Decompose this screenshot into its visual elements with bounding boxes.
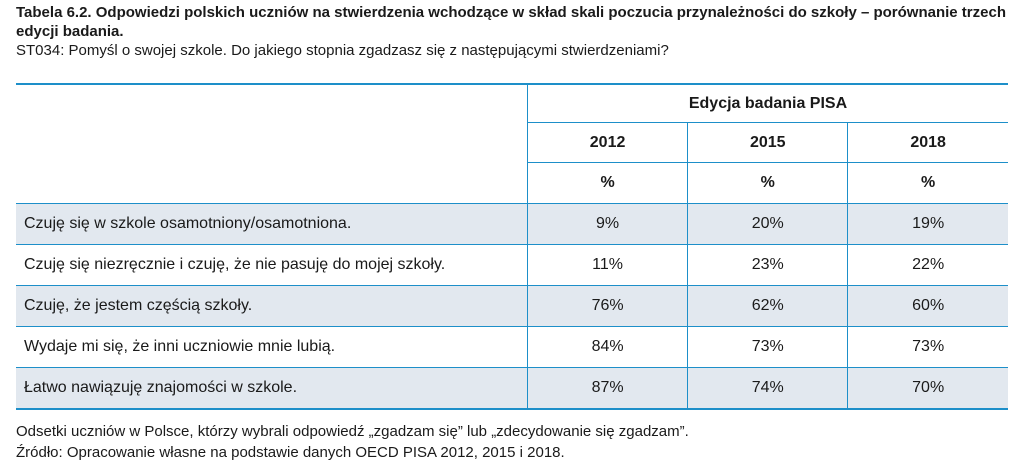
year-header: 2018 xyxy=(847,122,1008,163)
statement-label: Czuję się niezręcznie i czuję, że nie pa… xyxy=(16,244,528,286)
value-cell: 70% xyxy=(847,367,1008,409)
value-cell: 73% xyxy=(687,326,848,368)
value-cell: 19% xyxy=(847,203,1008,245)
value-cell: 11% xyxy=(526,244,688,286)
table-title: Tabela 6.2. Odpowiedzi polskich uczniów … xyxy=(16,4,1006,40)
value-cell: 87% xyxy=(526,367,688,409)
table-row: Czuję się niezręcznie i czuję, że nie pa… xyxy=(16,244,1008,286)
year-header: 2012 xyxy=(526,122,688,163)
unit-header: % xyxy=(687,162,848,204)
value-cell: 60% xyxy=(847,285,1008,327)
year-header: 2015 xyxy=(687,122,848,163)
value-cell: 9% xyxy=(526,203,688,245)
table-row: Czuję, że jestem częścią szkoły. 76% 62%… xyxy=(16,285,1008,327)
statement-label: Czuję się w szkole osamotniony/osamotnio… xyxy=(16,203,528,245)
value-cell: 20% xyxy=(687,203,848,245)
table-caption: Tabela 6.2. Odpowiedzi polskich uczniów … xyxy=(16,3,1016,60)
value-cell: 23% xyxy=(687,244,848,286)
statement-label: Łatwo nawiązuję znajomości w szkole. xyxy=(16,367,528,409)
value-cell: 76% xyxy=(526,285,688,327)
table-row: Wydaje mi się, że inni uczniowie mnie lu… xyxy=(16,326,1008,368)
unit-header: % xyxy=(526,162,688,204)
header-row-years: 2012 2015 2018 xyxy=(16,122,1008,163)
value-cell: 73% xyxy=(847,326,1008,368)
value-cell: 22% xyxy=(847,244,1008,286)
table-row: Łatwo nawiązuję znajomości w szkole. 87%… xyxy=(16,367,1008,409)
empty-header-cell xyxy=(16,84,528,204)
table-row: Czuję się w szkole osamotniony/osamotnio… xyxy=(16,203,1008,245)
footnote: Odsetki uczniów w Polsce, którzy wybrali… xyxy=(16,423,689,440)
value-cell: 84% xyxy=(526,326,688,368)
value-cell: 74% xyxy=(687,367,848,409)
header-row-edition: Edycja badania PISA xyxy=(16,84,1008,123)
source-note: Źródło: Opracowanie własne na podstawie … xyxy=(16,444,565,461)
header-row-units: % % % xyxy=(16,162,1008,204)
value-cell: 62% xyxy=(687,285,848,327)
table-footer: Odsetki uczniów w Polsce, którzy wybrali… xyxy=(16,421,1016,463)
unit-header: % xyxy=(847,162,1008,204)
results-table: Edycja badania PISA 2012 2015 2018 % % %… xyxy=(16,83,1008,410)
edition-header: Edycja badania PISA xyxy=(527,84,1008,123)
statement-label: Wydaje mi się, że inni uczniowie mnie lu… xyxy=(16,326,528,368)
survey-question: ST034: Pomyśl o swojej szkole. Do jakieg… xyxy=(16,42,669,59)
statement-label: Czuję, że jestem częścią szkoły. xyxy=(16,285,528,327)
